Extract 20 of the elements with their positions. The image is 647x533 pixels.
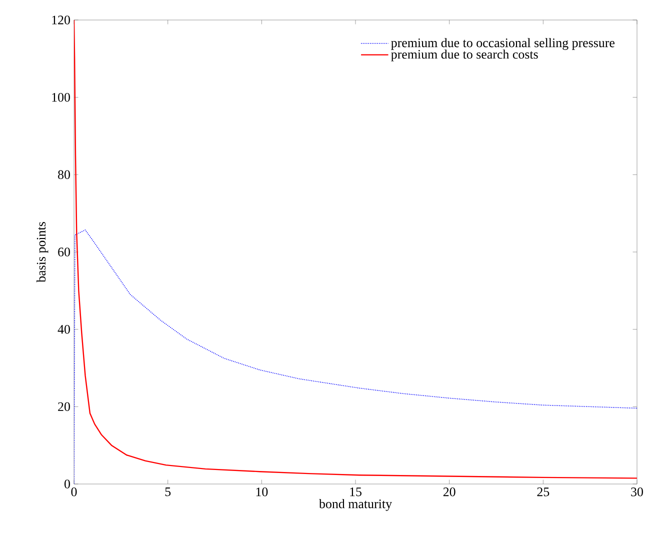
x-tick-label: 25 — [537, 488, 550, 496]
y-tick-label: 40 — [58, 324, 70, 334]
x-tick-label: 0 — [71, 488, 77, 496]
y-tick-label: 120 — [52, 16, 70, 24]
line-series — [74, 230, 638, 484]
y-tick-label: 20 — [58, 402, 70, 412]
y-tick-label: 80 — [58, 170, 70, 180]
line-series — [74, 20, 638, 479]
x-tick-label: 30 — [631, 488, 643, 496]
y-tick-label: 100 — [52, 92, 70, 102]
y-tick-label: 0 — [64, 480, 70, 488]
x-tick-label: 15 — [350, 488, 362, 496]
y-axis-title: basis points — [36, 222, 48, 282]
x-tick-label: 20 — [443, 488, 456, 496]
y-tick-label: 60 — [58, 248, 70, 256]
x-tick-label: 5 — [165, 488, 171, 496]
x-tick-label: 10 — [256, 488, 268, 496]
legend-label: premium due to occasional selling pressure — [391, 38, 615, 50]
legend-label: premium due to search costs — [391, 50, 538, 62]
x-axis-title: bond maturity — [318, 499, 392, 511]
